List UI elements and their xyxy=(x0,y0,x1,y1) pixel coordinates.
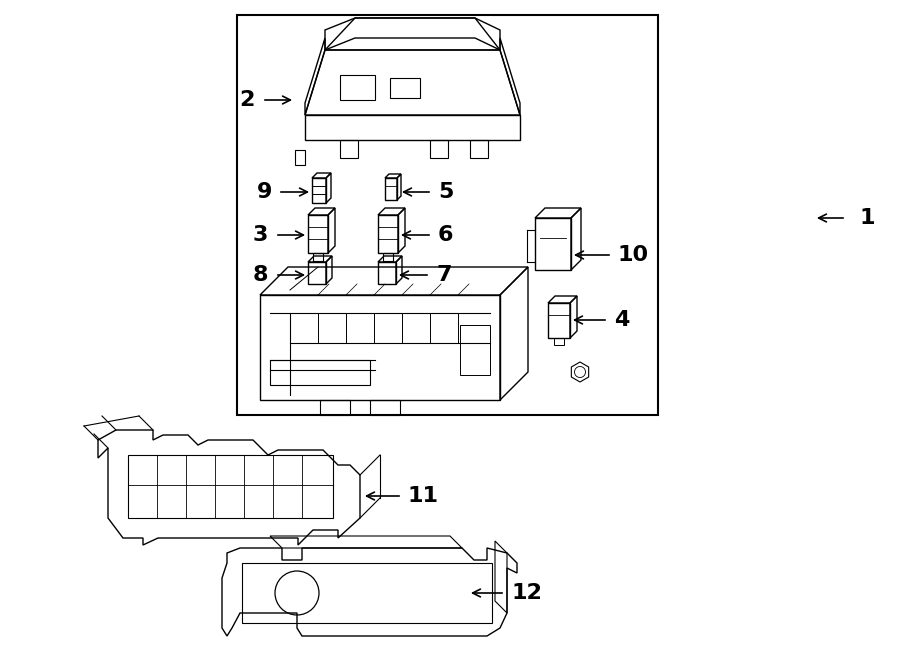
Text: 7: 7 xyxy=(436,265,452,285)
Text: 12: 12 xyxy=(511,583,542,603)
Text: 5: 5 xyxy=(438,182,454,202)
Text: 10: 10 xyxy=(618,245,649,265)
Bar xyxy=(237,15,658,415)
Text: 4: 4 xyxy=(614,310,629,330)
Text: 2: 2 xyxy=(239,90,255,110)
Text: 6: 6 xyxy=(438,225,454,245)
Text: 11: 11 xyxy=(408,486,439,506)
Text: 9: 9 xyxy=(256,182,272,202)
Text: 3: 3 xyxy=(253,225,268,245)
Text: 8: 8 xyxy=(253,265,268,285)
Text: 1: 1 xyxy=(860,208,876,228)
